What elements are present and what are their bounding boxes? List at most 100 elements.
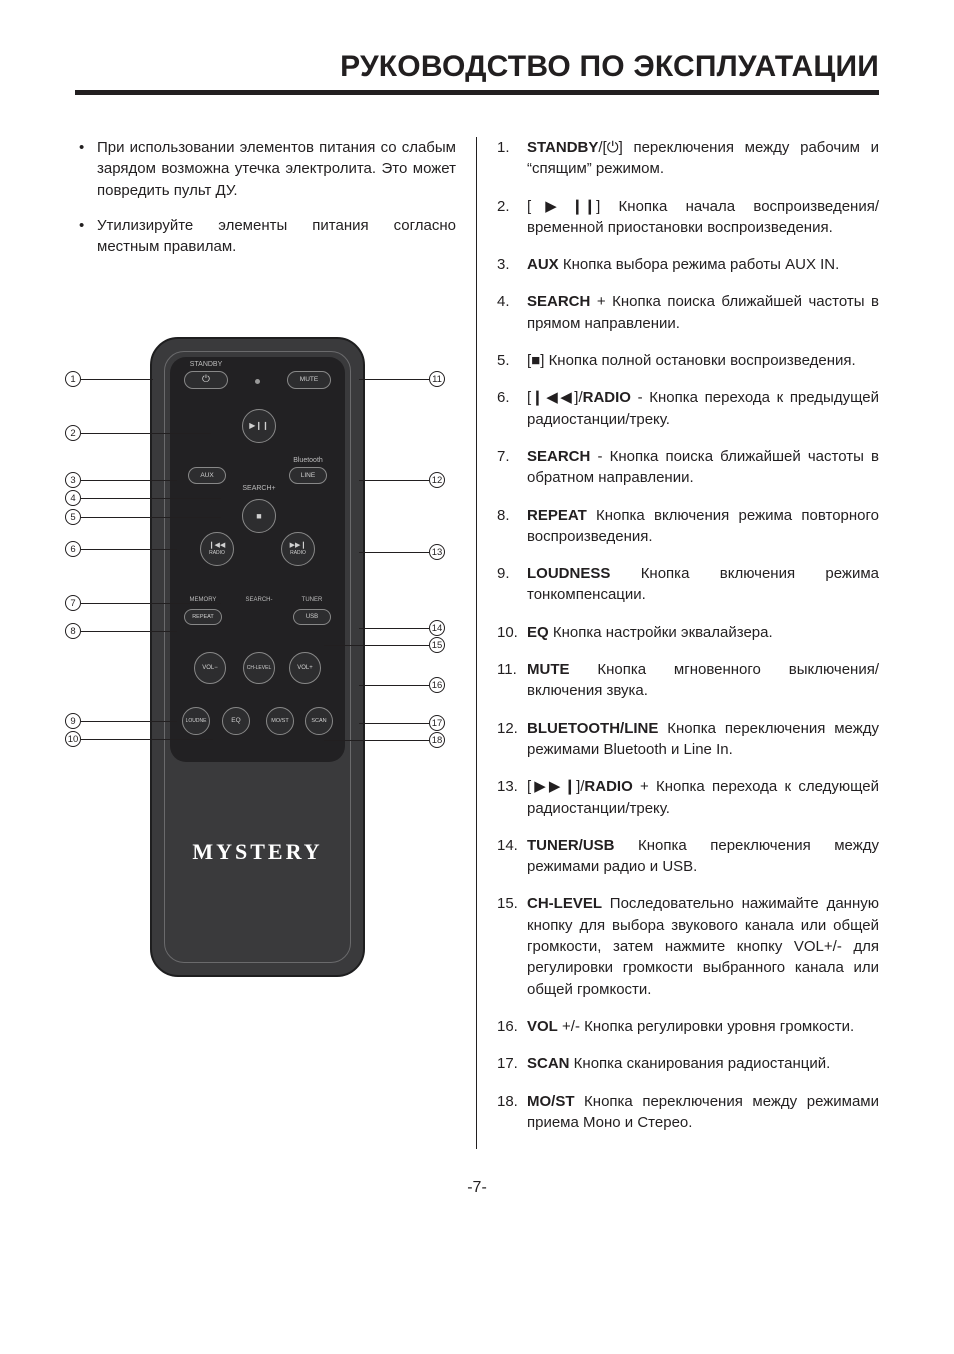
remote-logo: MYSTERY <box>152 839 363 865</box>
control-item: 3. AUX Кнопка выбора режима работы AUX IN… <box>497 254 879 275</box>
warnings-list: При использовании элементов питания со с… <box>75 137 456 257</box>
control-item: 5. [■] Кнопка полной остановки воспроизве… <box>497 350 879 371</box>
item-text: SCAN Кнопка сканирования радиостанций. <box>527 1055 830 1072</box>
item-number: 3. <box>497 254 510 275</box>
item-number: 1. <box>497 137 510 158</box>
callout-7: 7 <box>65 595 221 611</box>
item-text: MO/ST Кнопка переключения между режимами… <box>527 1093 879 1131</box>
remote-diagram: STANDBY ⏻ MUTE ▶❙❙ Bluetooth AUX LINE <box>65 337 445 987</box>
control-item: 1. STANDBY/[⏻] переключения между рабочим… <box>497 137 879 180</box>
item-number: 18. <box>497 1091 518 1112</box>
play-pause-icon: ▶❙❙ <box>249 422 269 430</box>
control-item: 18. MO/ST Кнопка переключения между режим… <box>497 1091 879 1134</box>
item-text: MUTE Кнопка мгновенного выключения/включ… <box>527 661 879 699</box>
item-text: LOUDNESS Кнопка включения режима тонкомп… <box>527 565 879 603</box>
standby-button: ⏻ <box>184 371 228 389</box>
item-number: 15. <box>497 893 518 914</box>
control-item: 15. CH-LEVEL Последовательно нажимайте да… <box>497 893 879 999</box>
page-header: РУКОВОДСТВО ПО ЭКСПЛУАТАЦИИ <box>75 50 879 95</box>
two-column-layout: При использовании элементов питания со с… <box>75 137 879 1149</box>
label-bluetooth: Bluetooth <box>289 457 327 464</box>
callout-4: 4 <box>65 490 221 506</box>
callout-number: 5 <box>65 509 81 525</box>
label-radio: RADIO <box>209 551 225 556</box>
callout-number: 16 <box>429 677 445 693</box>
callout-2: 2 <box>65 425 211 441</box>
item-text: [■] Кнопка полной остановки воспроизведе… <box>527 352 856 369</box>
item-number: 5. <box>497 350 510 371</box>
item-text: REPEAT Кнопка включения режима повторног… <box>527 507 879 545</box>
control-item: 17.SCAN Кнопка сканирования радиостанций… <box>497 1053 879 1074</box>
stop-icon: ■ <box>256 512 261 521</box>
prev-icon: ❙◀◀ <box>209 542 226 549</box>
callout-16: 16 <box>359 677 445 693</box>
power-icon: ⏻ <box>202 375 210 385</box>
eq-button: EQ <box>222 707 250 735</box>
play-pause-button: ▶❙❙ <box>242 409 276 443</box>
next-icon: ▶▶❙ <box>290 542 307 549</box>
item-number: 6. <box>497 387 510 408</box>
callout-5: 5 <box>65 509 221 525</box>
item-number: 9. <box>497 563 510 584</box>
control-item: 9. LOUDNESS Кнопка включения режима тонко… <box>497 563 879 606</box>
callout-number: 4 <box>65 490 81 506</box>
control-item: 8. REPEAT Кнопка включения режима повторн… <box>497 505 879 548</box>
callout-3: 3 <box>65 472 177 488</box>
item-text: TUNER/USB Кнопка переключения между режи… <box>527 837 879 875</box>
callout-12: 12 <box>359 472 445 488</box>
label-search-minus: SEARCH- <box>232 597 286 603</box>
label-tuner: TUNER <box>293 597 331 603</box>
usb-button: USB <box>293 609 331 625</box>
control-item: 13. [▶▶❙]/RADIO + Кнопка перехода к следу… <box>497 776 879 819</box>
item-text: SEARCH + Кнопка поиска ближайшей частоты… <box>527 293 879 331</box>
callout-15: 15 <box>324 637 445 653</box>
callout-number: 12 <box>429 472 445 488</box>
callout-14: 14 <box>359 620 445 636</box>
item-number: 7. <box>497 446 510 467</box>
control-item: 2.[▶❙❙] Кнопка начала воспроизведения/ в… <box>497 196 879 239</box>
item-number: 13. <box>497 776 518 797</box>
item-text: VOL +/- Кнопка регулировки уровня громко… <box>527 1018 854 1035</box>
callout-1: 1 <box>65 371 153 387</box>
most-button: MO/ST <box>266 707 294 735</box>
control-item: 4. SEARCH + Кнопка поиска ближайшей часто… <box>497 291 879 334</box>
control-item: 10.EQ Кнопка настройки эквалайзера. <box>497 622 879 643</box>
item-number: 12. <box>497 718 518 739</box>
item-text: EQ Кнопка настройки эквалайзера. <box>527 624 773 641</box>
item-text: BLUETOOTH/LINE Кнопка переключения между… <box>527 720 879 758</box>
controls-description-list: 1. STANDBY/[⏻] переключения между рабочим… <box>497 137 879 1133</box>
item-text: [▶❙❙] Кнопка начала воспроизведения/ вре… <box>527 198 879 236</box>
callout-number: 13 <box>429 544 445 560</box>
callout-number: 14 <box>429 620 445 636</box>
item-number: 4. <box>497 291 510 312</box>
remote-face: STANDBY ⏻ MUTE ▶❙❙ Bluetooth AUX LINE <box>170 357 345 762</box>
page-number: -7- <box>75 1179 879 1197</box>
callout-6: 6 <box>65 541 177 557</box>
item-text: [▶▶❙]/RADIO + Кнопка перехода к следующе… <box>527 778 879 816</box>
mute-button: MUTE <box>287 371 331 389</box>
left-column: При использовании элементов питания со с… <box>75 137 477 1149</box>
control-item: 6. [❙◀◀]/RADIO - Кнопка перехода к предыд… <box>497 387 879 430</box>
callout-18: 18 <box>324 732 445 748</box>
callout-number: 18 <box>429 732 445 748</box>
item-number: 8. <box>497 505 510 526</box>
warning-item: При использовании элементов питания со с… <box>75 137 456 201</box>
item-text: CH-LEVEL Последовательно нажимайте данну… <box>527 895 879 997</box>
item-text: AUX Кнопка выбора режима работы AUX IN. <box>527 256 839 273</box>
aux-button: AUX <box>188 467 226 484</box>
callout-number: 15 <box>429 637 445 653</box>
callout-10: 10 <box>65 731 213 747</box>
item-number: 11. <box>497 659 517 680</box>
control-item: 11. MUTE Кнопка мгновенного выключения/вк… <box>497 659 879 702</box>
label-standby: STANDBY <box>184 361 228 368</box>
item-text: STANDBY/[⏻] переключения между рабочим и… <box>527 139 879 177</box>
item-text: [❙◀◀]/RADIO - Кнопка перехода к предыдущ… <box>527 389 879 427</box>
callout-number: 1 <box>65 371 81 387</box>
control-item: 12. BLUETOOTH/LINE Кнопка переключения ме… <box>497 718 879 761</box>
page-title: РУКОВОДСТВО ПО ЭКСПЛУАТАЦИИ <box>75 50 879 84</box>
right-column: 1. STANDBY/[⏻] переключения между рабочим… <box>477 137 879 1149</box>
vol-down-button: VOL− <box>194 652 226 684</box>
control-item: 14.TUNER/USB Кнопка переключения между р… <box>497 835 879 878</box>
vol-up-button: VOL+ <box>289 652 321 684</box>
warning-item: Утилизируйте элементы питания согласно м… <box>75 215 456 258</box>
